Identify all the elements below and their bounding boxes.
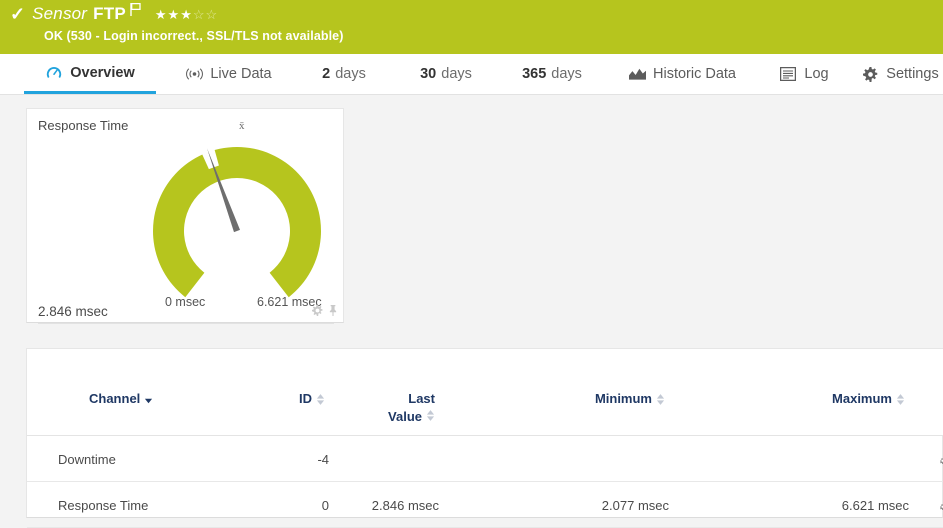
- sensor-header: ✓ Sensor FTP ★★★☆☆ OK (530 - Login incor…: [0, 0, 943, 54]
- sort-both-icon[interactable]: [656, 393, 665, 410]
- tab-log-label: Log: [804, 66, 829, 82]
- sort-desc-icon[interactable]: [144, 393, 153, 409]
- gauge-icon: [45, 64, 63, 82]
- star-5[interactable]: ☆: [205, 7, 219, 22]
- column-header-last[interactable]: Last Value: [338, 349, 448, 436]
- tab-live-data[interactable]: Live Data: [166, 54, 291, 94]
- tab-365-days[interactable]: 365 days: [498, 54, 606, 94]
- star-2[interactable]: ★: [167, 7, 181, 22]
- column-header-max-label: Maximum: [832, 391, 892, 406]
- row-settings-button[interactable]: [918, 435, 943, 482]
- tab-settings-label: Settings: [886, 66, 939, 82]
- cell-max: [678, 435, 918, 482]
- flag-icon[interactable]: [129, 2, 142, 20]
- tab-365-days-label: 365 days: [522, 66, 582, 82]
- tab-30-days[interactable]: 30 days: [396, 54, 496, 94]
- column-header-max[interactable]: Maximum: [678, 349, 918, 436]
- tab-overview[interactable]: Overview: [24, 54, 156, 94]
- sort-both-icon[interactable]: [426, 409, 435, 426]
- cell-last: 2.846 msec: [338, 481, 448, 528]
- table-row[interactable]: Downtime -4: [27, 435, 943, 482]
- channel-name: Response Time: [58, 497, 149, 513]
- sort-both-icon[interactable]: [316, 393, 325, 410]
- cell-max: 6.621 msec: [678, 481, 918, 528]
- list-icon: [779, 65, 797, 83]
- star-1[interactable]: ★: [154, 7, 168, 22]
- cell-min: [448, 435, 678, 482]
- channels-table: Channel ID Last Value Minimum Maximum Downtim…: [27, 349, 943, 528]
- tab-30-days-label: 30 days: [420, 66, 472, 82]
- cell-id: -4: [258, 435, 338, 482]
- tab-2-days[interactable]: 2 days: [296, 54, 392, 94]
- tab-historic-data-label: Historic Data: [653, 66, 736, 82]
- cell-id: 0: [258, 481, 338, 528]
- cell-last: [338, 435, 448, 482]
- chart-icon: [628, 65, 646, 83]
- gauge-mean-marker: x̄: [239, 120, 245, 132]
- column-header-id[interactable]: ID: [258, 349, 338, 436]
- channel-name: Downtime: [58, 451, 116, 467]
- column-header-channel[interactable]: Channel: [27, 349, 258, 436]
- gauge-card-divider: [38, 323, 334, 324]
- tab-overview-label: Overview: [70, 64, 135, 81]
- tab-historic-data[interactable]: Historic Data: [612, 54, 752, 94]
- channels-table-header-row: Channel ID Last Value Minimum Maximum: [27, 349, 943, 436]
- gears-icon[interactable]: [939, 496, 943, 511]
- column-header-last-label-line1: Last: [408, 391, 435, 406]
- check-icon: ✓: [10, 4, 26, 24]
- gears-icon[interactable]: [939, 450, 943, 465]
- column-header-channel-label: Channel: [89, 391, 141, 406]
- cell-channel: Downtime: [27, 435, 258, 482]
- broadcast-icon: [185, 65, 203, 83]
- tab-settings[interactable]: Settings: [856, 54, 943, 94]
- sensor-type-label: Sensor: [32, 4, 88, 23]
- gauge-card-title: Response Time: [38, 118, 129, 133]
- column-header-min-label: Minimum: [594, 391, 652, 406]
- sort-both-icon[interactable]: [896, 393, 905, 410]
- channels-table-body: Downtime -4 Response Time 0 2.846 msec 2.077 …: [27, 435, 943, 528]
- tab-log[interactable]: Log: [760, 54, 848, 94]
- star-4[interactable]: ☆: [192, 7, 206, 22]
- tab-live-data-label: Live Data: [210, 66, 272, 82]
- cell-min: 2.077 msec: [448, 481, 678, 528]
- sensor-name: FTP: [93, 4, 126, 23]
- gauge-current-value: 2.846 msec: [38, 304, 108, 319]
- gauge-max-label: 6.621 msec: [257, 295, 322, 309]
- column-header-min[interactable]: Minimum: [448, 349, 678, 436]
- column-header-last-label-line2: Value: [388, 408, 422, 424]
- gauge-card-tools: [312, 304, 338, 319]
- gear-icon: [861, 65, 879, 83]
- sensor-status-text: OK (530 - Login incorrect., SSL/TLS not …: [44, 29, 344, 43]
- column-header-id-label: ID: [299, 391, 312, 406]
- row-settings-button[interactable]: [918, 481, 943, 528]
- tab-2-days-label: 2 days: [322, 66, 366, 82]
- gauge-graphic: [153, 147, 321, 298]
- gear-icon[interactable]: [312, 304, 323, 319]
- rating-stars[interactable]: ★★★☆☆: [155, 8, 218, 21]
- column-header-actions: [918, 349, 943, 436]
- star-3[interactable]: ★: [180, 7, 193, 22]
- gauge-min-label: 0 msec: [165, 295, 206, 309]
- response-time-gauge-card: Response Time x̄ 0 msec 6.621 msec 2.846…: [26, 108, 345, 324]
- sensor-title-row: ✓ Sensor FTP ★★★☆☆: [10, 2, 218, 26]
- channels-card: Channel ID Last Value Minimum Maximum Downtim…: [26, 348, 943, 528]
- pin-icon[interactable]: [328, 304, 338, 319]
- table-row[interactable]: Response Time 0 2.846 msec 2.077 msec 6.621 …: [27, 481, 943, 528]
- tab-bar: Overview Live Data 2 days 30 days 365 days Histo…: [0, 54, 943, 95]
- cell-channel: Response Time: [27, 481, 258, 528]
- gauge-widget: x̄ 0 msec 6.621 msec 2.846 msec: [27, 109, 345, 324]
